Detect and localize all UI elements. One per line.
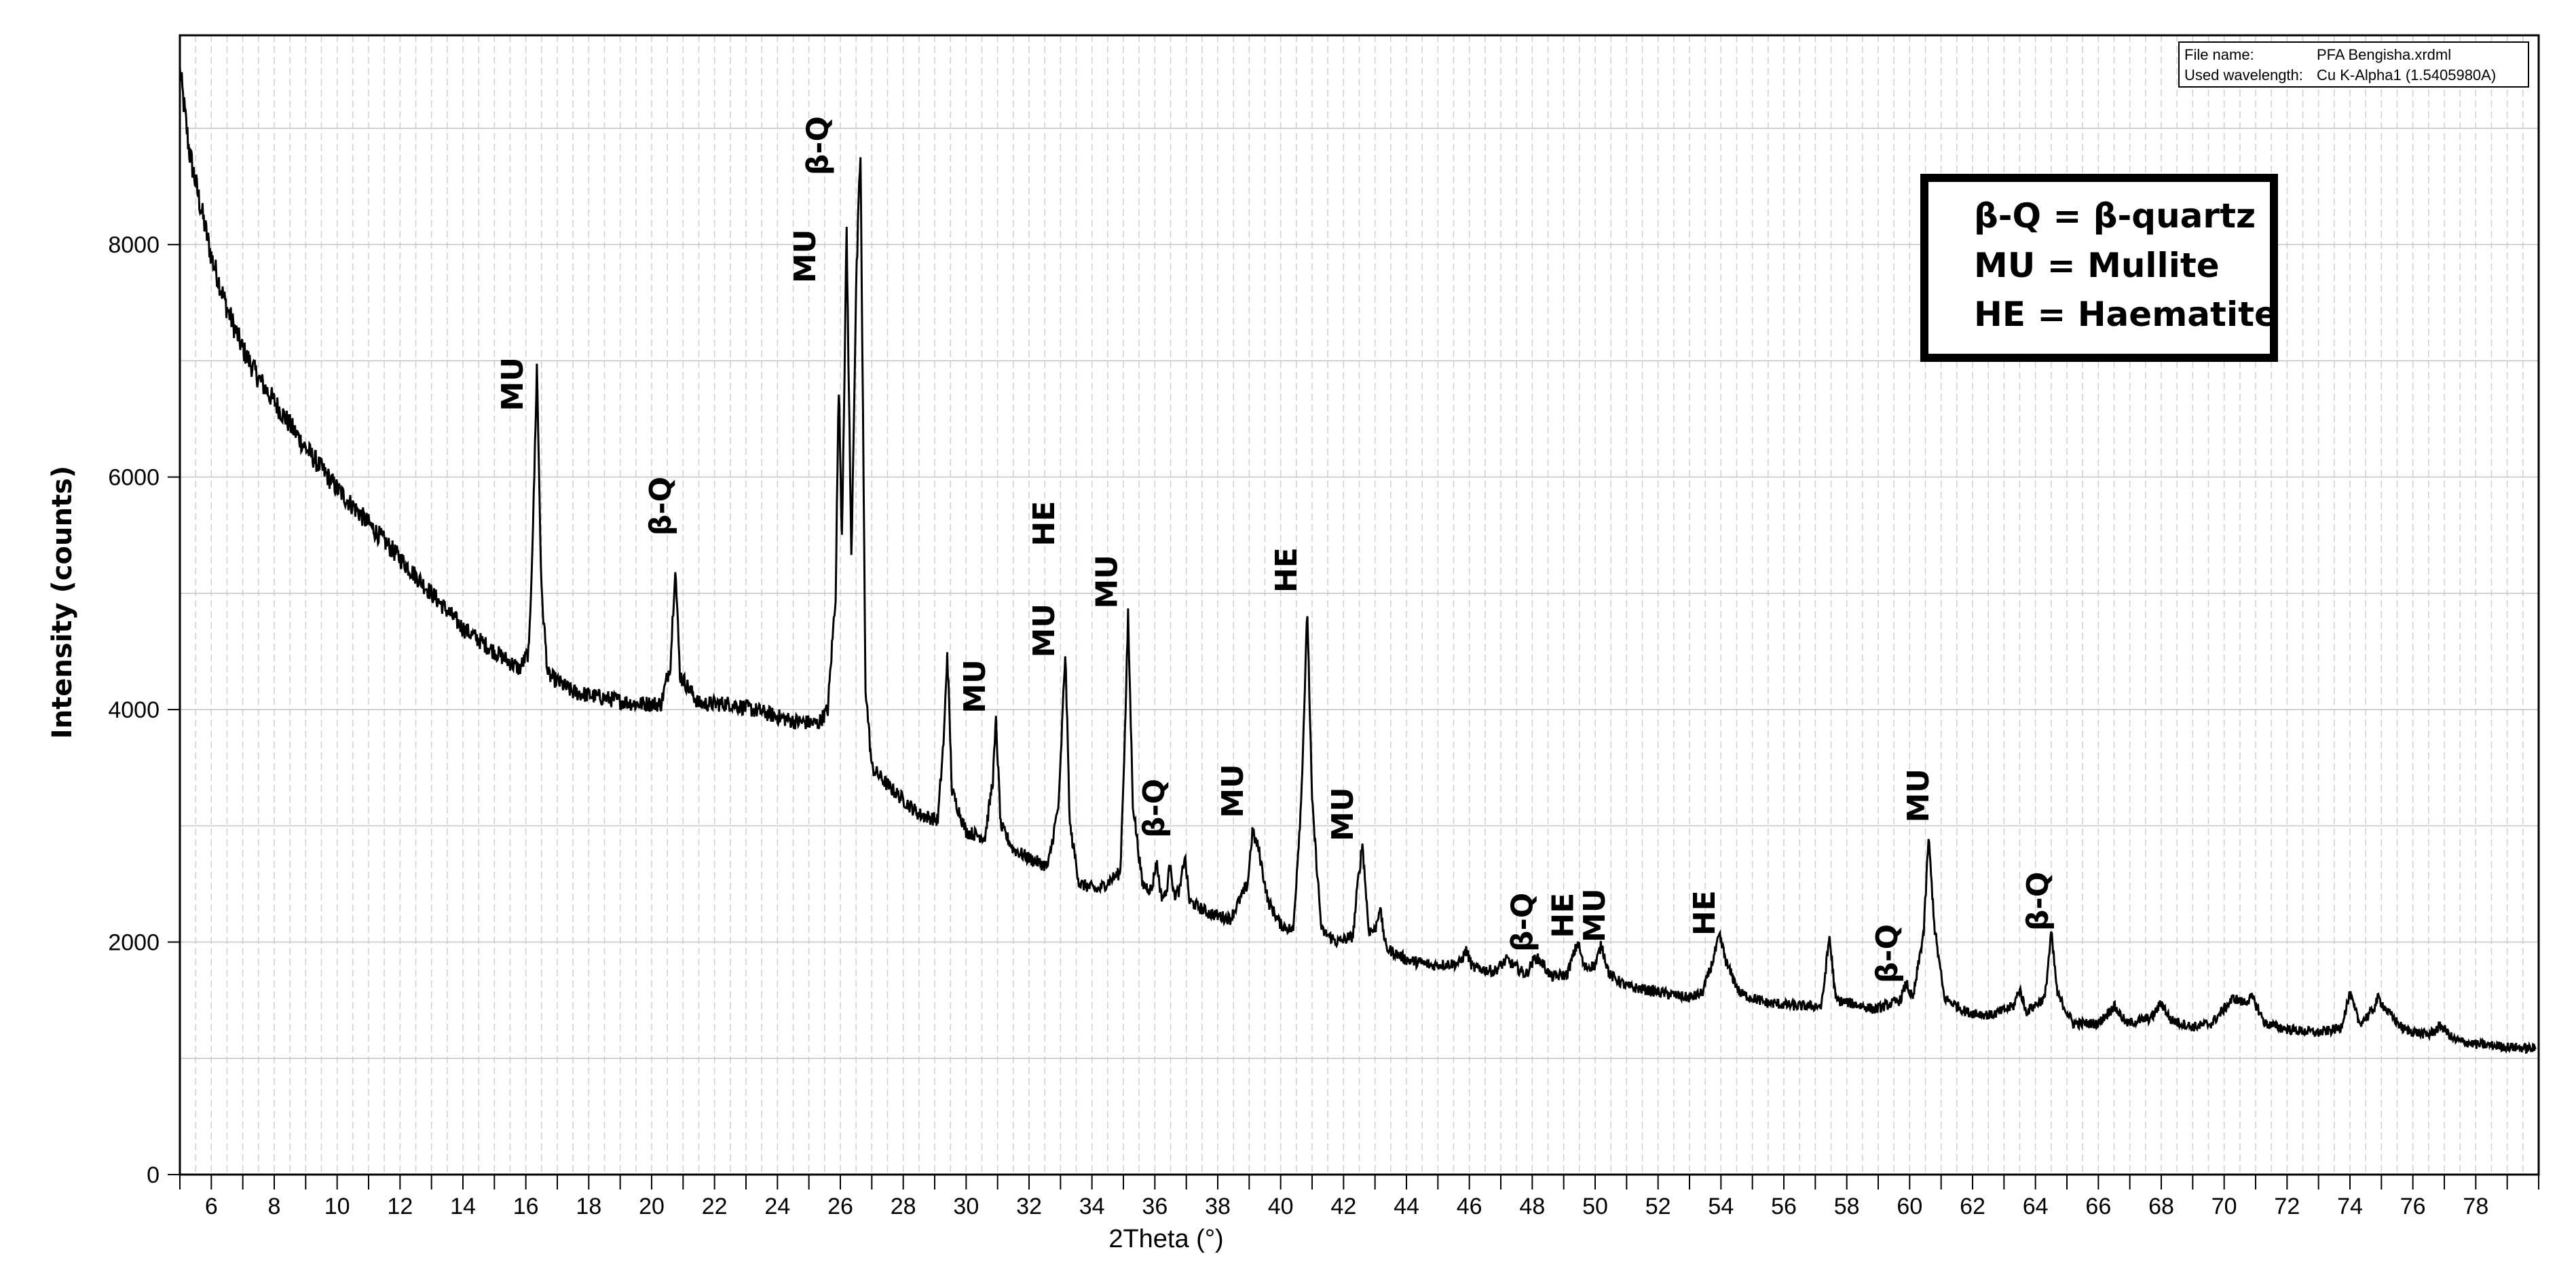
x-axis-label: 2Theta (°) [1108,1225,1223,1253]
x-tick-label: 50 [1582,1194,1608,1219]
peak-label: β-Q [2021,872,2055,931]
x-tick-label: 66 [2085,1194,2111,1219]
legend-line-haematite: HE = Haematite [1974,295,2277,334]
y-tick-label: 4000 [108,697,160,723]
x-tick-label: 16 [513,1194,539,1219]
x-tick-label: 58 [1834,1194,1860,1219]
peak-label: MU [1901,769,1936,823]
x-tick-label: 76 [2400,1194,2426,1219]
y-tick-label: 0 [147,1162,160,1188]
x-tick-label: 38 [1205,1194,1231,1219]
x-tick-label: 20 [639,1194,665,1219]
peak-label: MU [1027,604,1062,658]
x-tick-label: 54 [1708,1194,1734,1219]
x-tick-label: 28 [891,1194,916,1219]
x-tick-label: 6 [205,1194,218,1219]
legend-line-quartz: β-Q = β-quartz [1974,196,2256,236]
x-tick-label: 44 [1394,1194,1419,1219]
x-tick-label: 78 [2463,1194,2488,1219]
x-tick-label: 40 [1268,1194,1294,1219]
x-tick-label: 70 [2211,1194,2237,1219]
file-name-label: File name: [2184,46,2254,63]
peak-label: HE [1687,890,1722,936]
series-layer [179,65,2537,1054]
legend-line-mullite: MU = Mullite [1974,246,2220,285]
phase-legend-box: β-Q = β-quartz MU = Mullite HE = Haemati… [1920,174,2278,362]
x-tick-label: 62 [1960,1194,1985,1219]
x-tick-label: 48 [1519,1194,1545,1219]
y-axis-label: Intensity (counts) [47,466,78,739]
x-tick-label: 52 [1645,1194,1671,1219]
x-tick-label: 74 [2337,1194,2363,1219]
x-tick-label: 46 [1457,1194,1482,1219]
x-tick-label: 22 [702,1194,728,1219]
x-tick-label: 8 [268,1194,281,1219]
axes-layer: 6 8 10 12 14 16 18 20 22 24 26 28 30 32 34 36 38 40 42 44 46… [108,232,2539,1219]
x-tick-label: 60 [1897,1194,1922,1219]
x-tick-label: 18 [576,1194,601,1219]
peak-label: MU [1578,888,1612,942]
peak-label: MU [1216,764,1250,818]
x-tick-label: 42 [1330,1194,1356,1219]
peak-label: HE [1546,893,1581,938]
peak-label: MU [788,229,823,284]
file-info-box: File name: PFA Bengisha.xrdml Used wavel… [2178,41,2529,88]
x-tick-label: 30 [953,1194,979,1219]
wavelength-label: Used wavelength: [2184,67,2303,84]
x-tick-label: 72 [2274,1194,2300,1219]
peak-label: HE [1027,501,1062,547]
peak-label: β-Q [1137,779,1172,838]
x-tick-label: 56 [1771,1194,1797,1219]
y-tick-label: 2000 [108,930,160,956]
peak-label: β-Q [1870,924,1905,983]
peak-label: β-Q [643,477,678,536]
x-tick-label: 36 [1142,1194,1168,1219]
file-name-value: PFA Bengisha.xrdml [2317,46,2451,63]
x-tick-label: 24 [764,1194,790,1219]
xrd-pattern-line [179,65,2537,1054]
peak-label: MU [958,659,992,714]
x-tick-label: 12 [387,1194,413,1219]
peak-label: HE [1269,547,1304,593]
peak-label: β-Q [1505,893,1539,952]
x-tick-label: 26 [827,1194,853,1219]
x-tick-label: 10 [324,1194,350,1219]
peak-label: MU [496,357,530,411]
peak-label: MU [1090,555,1125,609]
y-tick-label: 6000 [108,465,160,491]
peak-label: β-Q [801,116,836,175]
y-tick-label: 8000 [108,232,160,258]
x-tick-label: 32 [1016,1194,1042,1219]
x-tick-label: 64 [2023,1194,2049,1219]
wavelength-value: Cu K-Alpha1 (1.5405980A) [2317,67,2496,84]
peak-label: MU [1326,787,1360,841]
x-tick-label: 14 [450,1194,476,1219]
x-tick-label: 68 [2148,1194,2174,1219]
x-tick-label: 34 [1079,1194,1105,1219]
plot-frame [179,34,2540,1176]
